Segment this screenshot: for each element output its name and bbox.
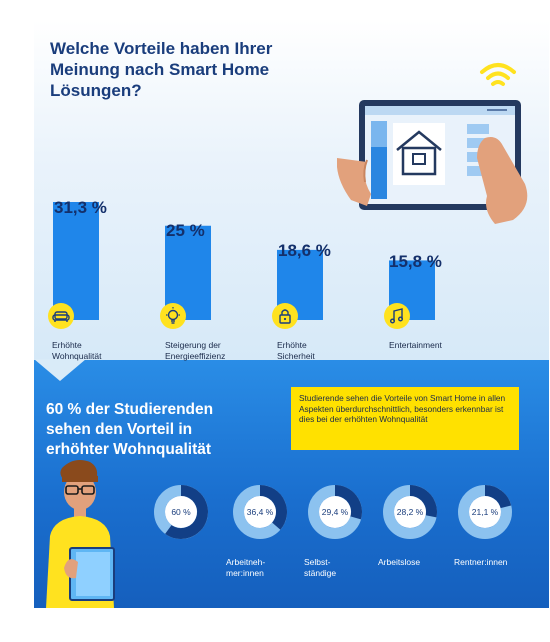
donut-slice	[334, 485, 362, 520]
wifi-icon	[480, 63, 516, 86]
donut-label-line: Arbeitslose	[378, 557, 421, 567]
section-notch	[34, 359, 86, 381]
donut-label-line: Selbst-	[304, 557, 331, 567]
donut: 36,4 %	[233, 485, 287, 539]
donut-slice	[409, 485, 437, 518]
headline: 60 % der Studierenden sehen den Vorteil …	[46, 400, 286, 460]
donut-slice	[259, 485, 287, 530]
category-label: Steigerung der Energieeffizienz	[165, 340, 255, 362]
donut-label: Selbst- ständige	[304, 557, 374, 578]
category-label: Erhöhte Wohnqualität	[52, 340, 142, 362]
category-label-line: Erhöhte	[277, 340, 307, 350]
donut-slice	[165, 485, 208, 539]
category-label-line: Wohnqualität	[52, 351, 102, 361]
donut-label-line: Rentner:innen	[454, 557, 508, 567]
donut-label-line: mer:innen	[226, 567, 264, 578]
donut-hole	[244, 496, 276, 528]
headline-line: sehen den Vorteil in	[46, 421, 193, 438]
bar-value-label: 18,6 %	[278, 241, 331, 260]
donut-chart: 60 % 36,4 % 29,4 % 28,2 % 21,1 %	[154, 485, 512, 539]
category-label-line: Steigerung der	[165, 340, 221, 350]
bar-value-label: 15,8 %	[389, 252, 442, 271]
donut-value-label: 21,1 %	[472, 507, 499, 517]
bar	[53, 202, 99, 320]
donut-hole	[319, 496, 351, 528]
category-label: Erhöhte Sicherheit	[277, 340, 367, 362]
category-label-line: Sicherheit	[277, 351, 315, 361]
donut: 28,2 %	[383, 485, 437, 539]
donut-hole	[469, 496, 501, 528]
headline-line: erhöhter Wohnqualität	[46, 441, 212, 458]
sofa-icon	[48, 303, 74, 329]
music-note-icon	[384, 303, 410, 329]
category-label-line: Energieeffizienz	[165, 351, 226, 361]
bar-value-label: 31,3 %	[54, 198, 107, 217]
category-label: Entertainment	[389, 340, 479, 351]
donut: 29,4 %	[308, 485, 362, 539]
infographic: Welche Vorteile haben Ihrer Meinung nach…	[34, 20, 549, 608]
tablet-illustration	[337, 100, 528, 224]
donut-value-label: 36,4 %	[247, 507, 274, 517]
category-label-line: Entertainment	[389, 340, 442, 350]
category-label-line: Erhöhte	[52, 340, 82, 350]
donut-value-label: 29,4 %	[322, 507, 349, 517]
donut: 21,1 %	[458, 485, 512, 539]
headline-line: 60 % der Studierenden	[46, 401, 214, 418]
page-title: Welche Vorteile haben Ihrer Meinung nach…	[50, 39, 273, 100]
donut-label: Rentner:innen	[454, 557, 524, 568]
donut-hole	[165, 496, 197, 528]
student-illustration	[46, 460, 115, 608]
donut-label: Arbeitneh- mer:innen	[226, 557, 296, 578]
donut-value-label: 28,2 %	[397, 507, 424, 517]
bar-value-label: 25 %	[166, 221, 205, 240]
donut-label-line: Arbeitneh-	[226, 557, 266, 567]
lightbulb-icon	[160, 303, 186, 329]
lock-icon	[272, 303, 298, 329]
donut-slice	[484, 485, 512, 509]
info-note: Studierende sehen die Vorteile von Smart…	[291, 387, 519, 450]
donut-label: Arbeitslose	[378, 557, 448, 568]
donut-hole	[394, 496, 426, 528]
donut-value-label: 60 %	[171, 507, 191, 517]
donut-label-line: ständige	[304, 567, 337, 578]
donut: 60 %	[154, 485, 208, 539]
